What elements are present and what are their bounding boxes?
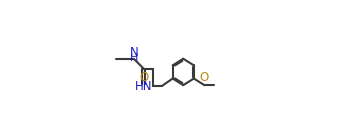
Text: O: O — [200, 72, 209, 84]
Text: N: N — [130, 46, 139, 59]
Text: H: H — [130, 53, 139, 63]
Text: HN: HN — [135, 80, 152, 93]
Text: O: O — [139, 71, 148, 84]
